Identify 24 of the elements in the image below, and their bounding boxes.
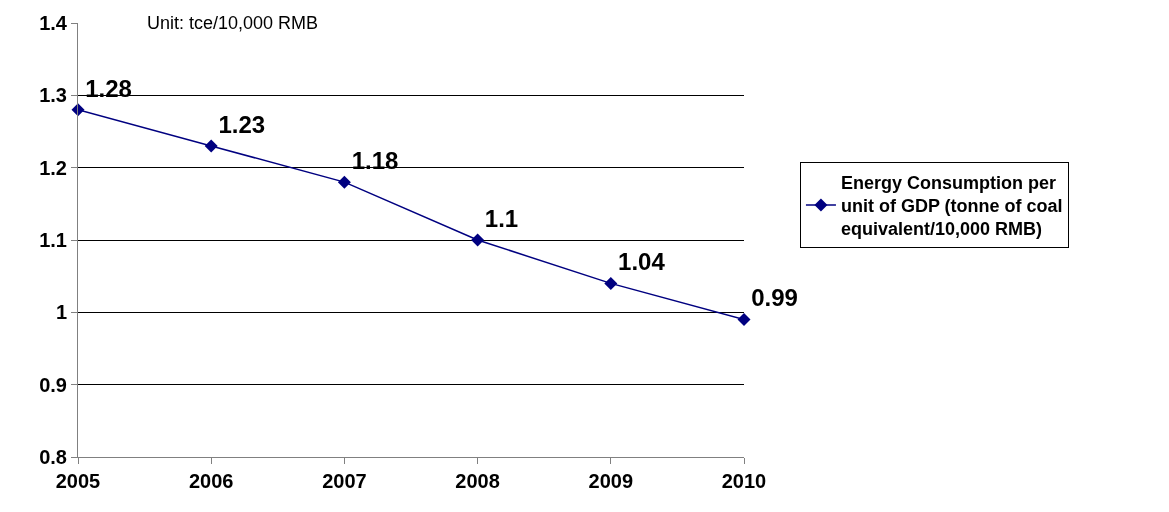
point (471, 233, 485, 247)
x-tick-label: 2008 (455, 470, 500, 492)
point (204, 139, 218, 153)
x-tick-label: 2007 (322, 470, 367, 492)
data-label: 1.1 (484, 204, 519, 232)
y-tick-label: 1.3 (39, 84, 67, 107)
y-tick-label: 0.9 (39, 373, 67, 396)
data-label: 1.23 (218, 110, 266, 138)
x-tick-label: 2005 (55, 470, 101, 492)
point (337, 175, 351, 189)
x-tick-label: 2006 (188, 470, 234, 492)
y-tick-label: 1.4 (39, 12, 68, 34)
annotation: Unit: tce/10,000 RMB (147, 13, 319, 33)
data-label: 1.04 (618, 248, 666, 276)
x-tick-label: 2010 (721, 470, 767, 492)
data-label: 0.99 (751, 284, 798, 312)
y-tick-label: 1.1 (39, 229, 67, 251)
point (737, 313, 751, 327)
legend-label: Energy Consumption per unit of GDP (tonne of coal equivalent/10,000 RMB) (840, 172, 1063, 240)
x-tick-label: 2009 (588, 470, 634, 492)
y-tick-label: 1.2 (39, 156, 67, 179)
y-tick-label: 1 (55, 301, 67, 324)
point (604, 276, 618, 290)
y-tick-label: 0.8 (39, 446, 67, 468)
